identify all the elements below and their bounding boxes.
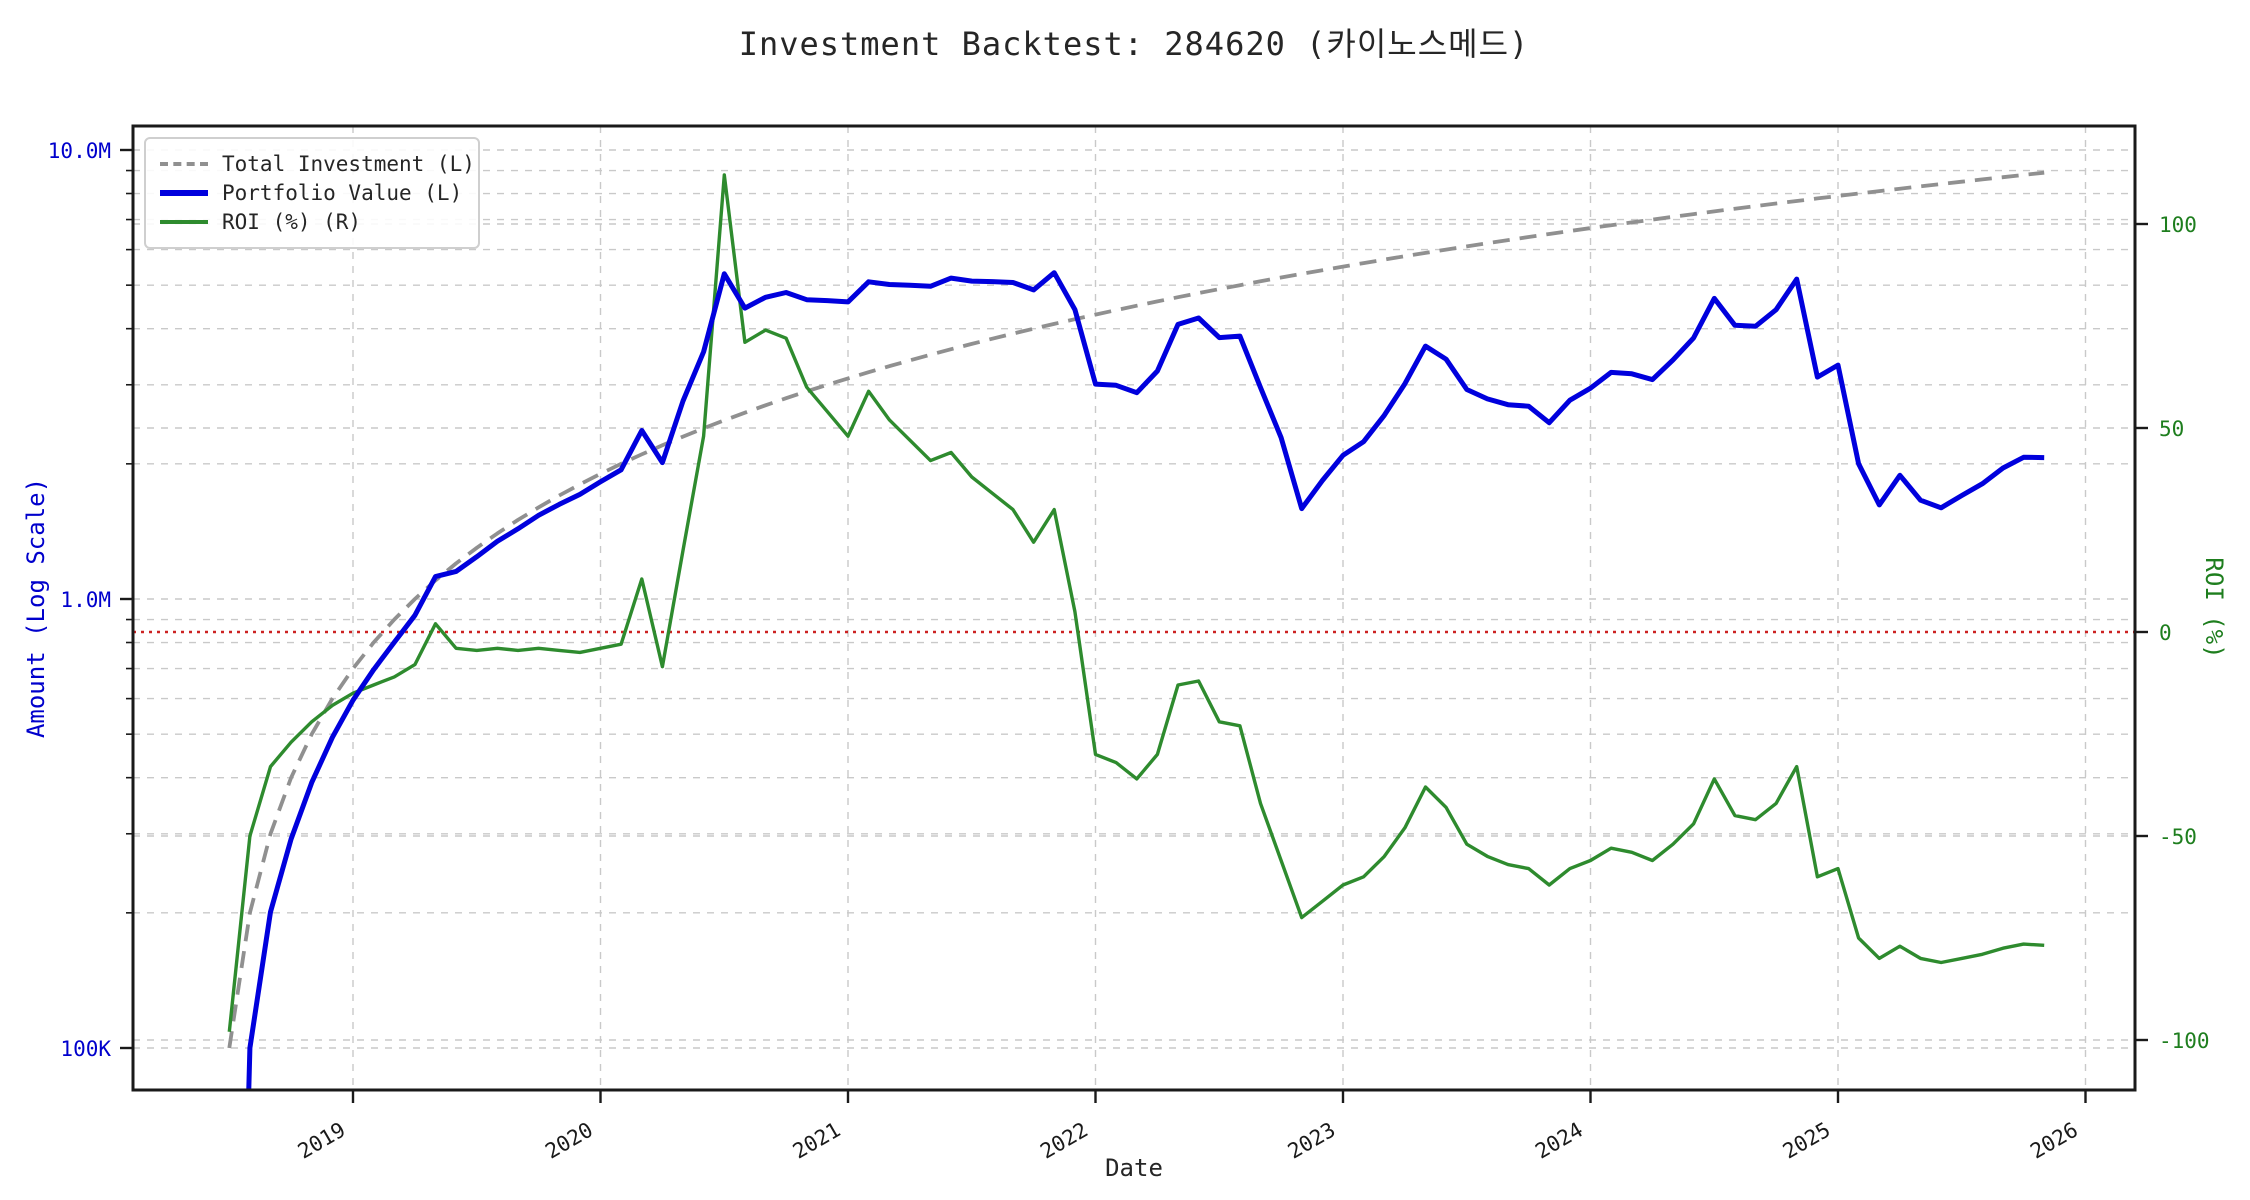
plot-border — [131, 124, 2137, 1092]
x-tick-label: 2023 — [1284, 1118, 1340, 1164]
right-tick-label: 100 — [2159, 213, 2197, 237]
legend-label: ROI (%) (R) — [222, 210, 362, 235]
dashed-line-swatch-icon — [160, 161, 208, 166]
legend-item-total-investment: Total Investment (L) — [160, 149, 475, 178]
legend-item-portfolio-value: Portfolio Value (L) — [160, 178, 464, 207]
x-tick-label: 2022 — [1036, 1118, 1092, 1164]
legend-label: Total Investment (L) — [222, 151, 475, 176]
right-axis-label: ROI (%) — [2200, 557, 2228, 659]
x-axis-label: Date — [1105, 1154, 1163, 1182]
left-tick-label: 100K — [60, 1037, 111, 1061]
x-tick-label: 2020 — [541, 1118, 597, 1164]
solid-line-swatch-icon — [160, 189, 208, 196]
left-tick-label: 1.0M — [60, 588, 111, 612]
solid-line-swatch-icon — [160, 220, 208, 225]
left-axis-label: Amount (Log Scale) — [22, 477, 50, 739]
right-tick-label: -100 — [2159, 1029, 2210, 1053]
legend: Total Investment (L) Portfolio Value (L)… — [144, 137, 480, 249]
total-investment-line — [227, 170, 2045, 1049]
x-tick-label: 2019 — [294, 1118, 350, 1164]
series-group — [227, 170, 2045, 1090]
legend-item-roi: ROI (%) (R) — [160, 208, 464, 237]
x-tick-label: 2026 — [2026, 1118, 2082, 1164]
x-tick-label: 2024 — [1531, 1118, 1587, 1164]
tick-labels: 2019 2020 2021 2022 2023 2024 2025 2026 100K 1.0M… — [48, 139, 2210, 1164]
right-tick-label: 0 — [2159, 621, 2172, 645]
left-tick-label: 10.0M — [48, 139, 111, 163]
right-tick-label: -50 — [2159, 825, 2197, 849]
tick-marks — [120, 148, 2148, 1103]
x-tick-label: 2025 — [1779, 1118, 1835, 1164]
legend-label: Portfolio Value (L) — [222, 180, 463, 205]
roi-line — [227, 173, 2045, 1032]
right-tick-label: 50 — [2159, 417, 2184, 441]
page-title: Investment Backtest: 284620 (카이노스메드) — [738, 25, 1530, 63]
gridlines — [133, 126, 2135, 1090]
x-tick-label: 2021 — [789, 1118, 845, 1164]
portfolio-value-line — [246, 270, 2045, 1090]
